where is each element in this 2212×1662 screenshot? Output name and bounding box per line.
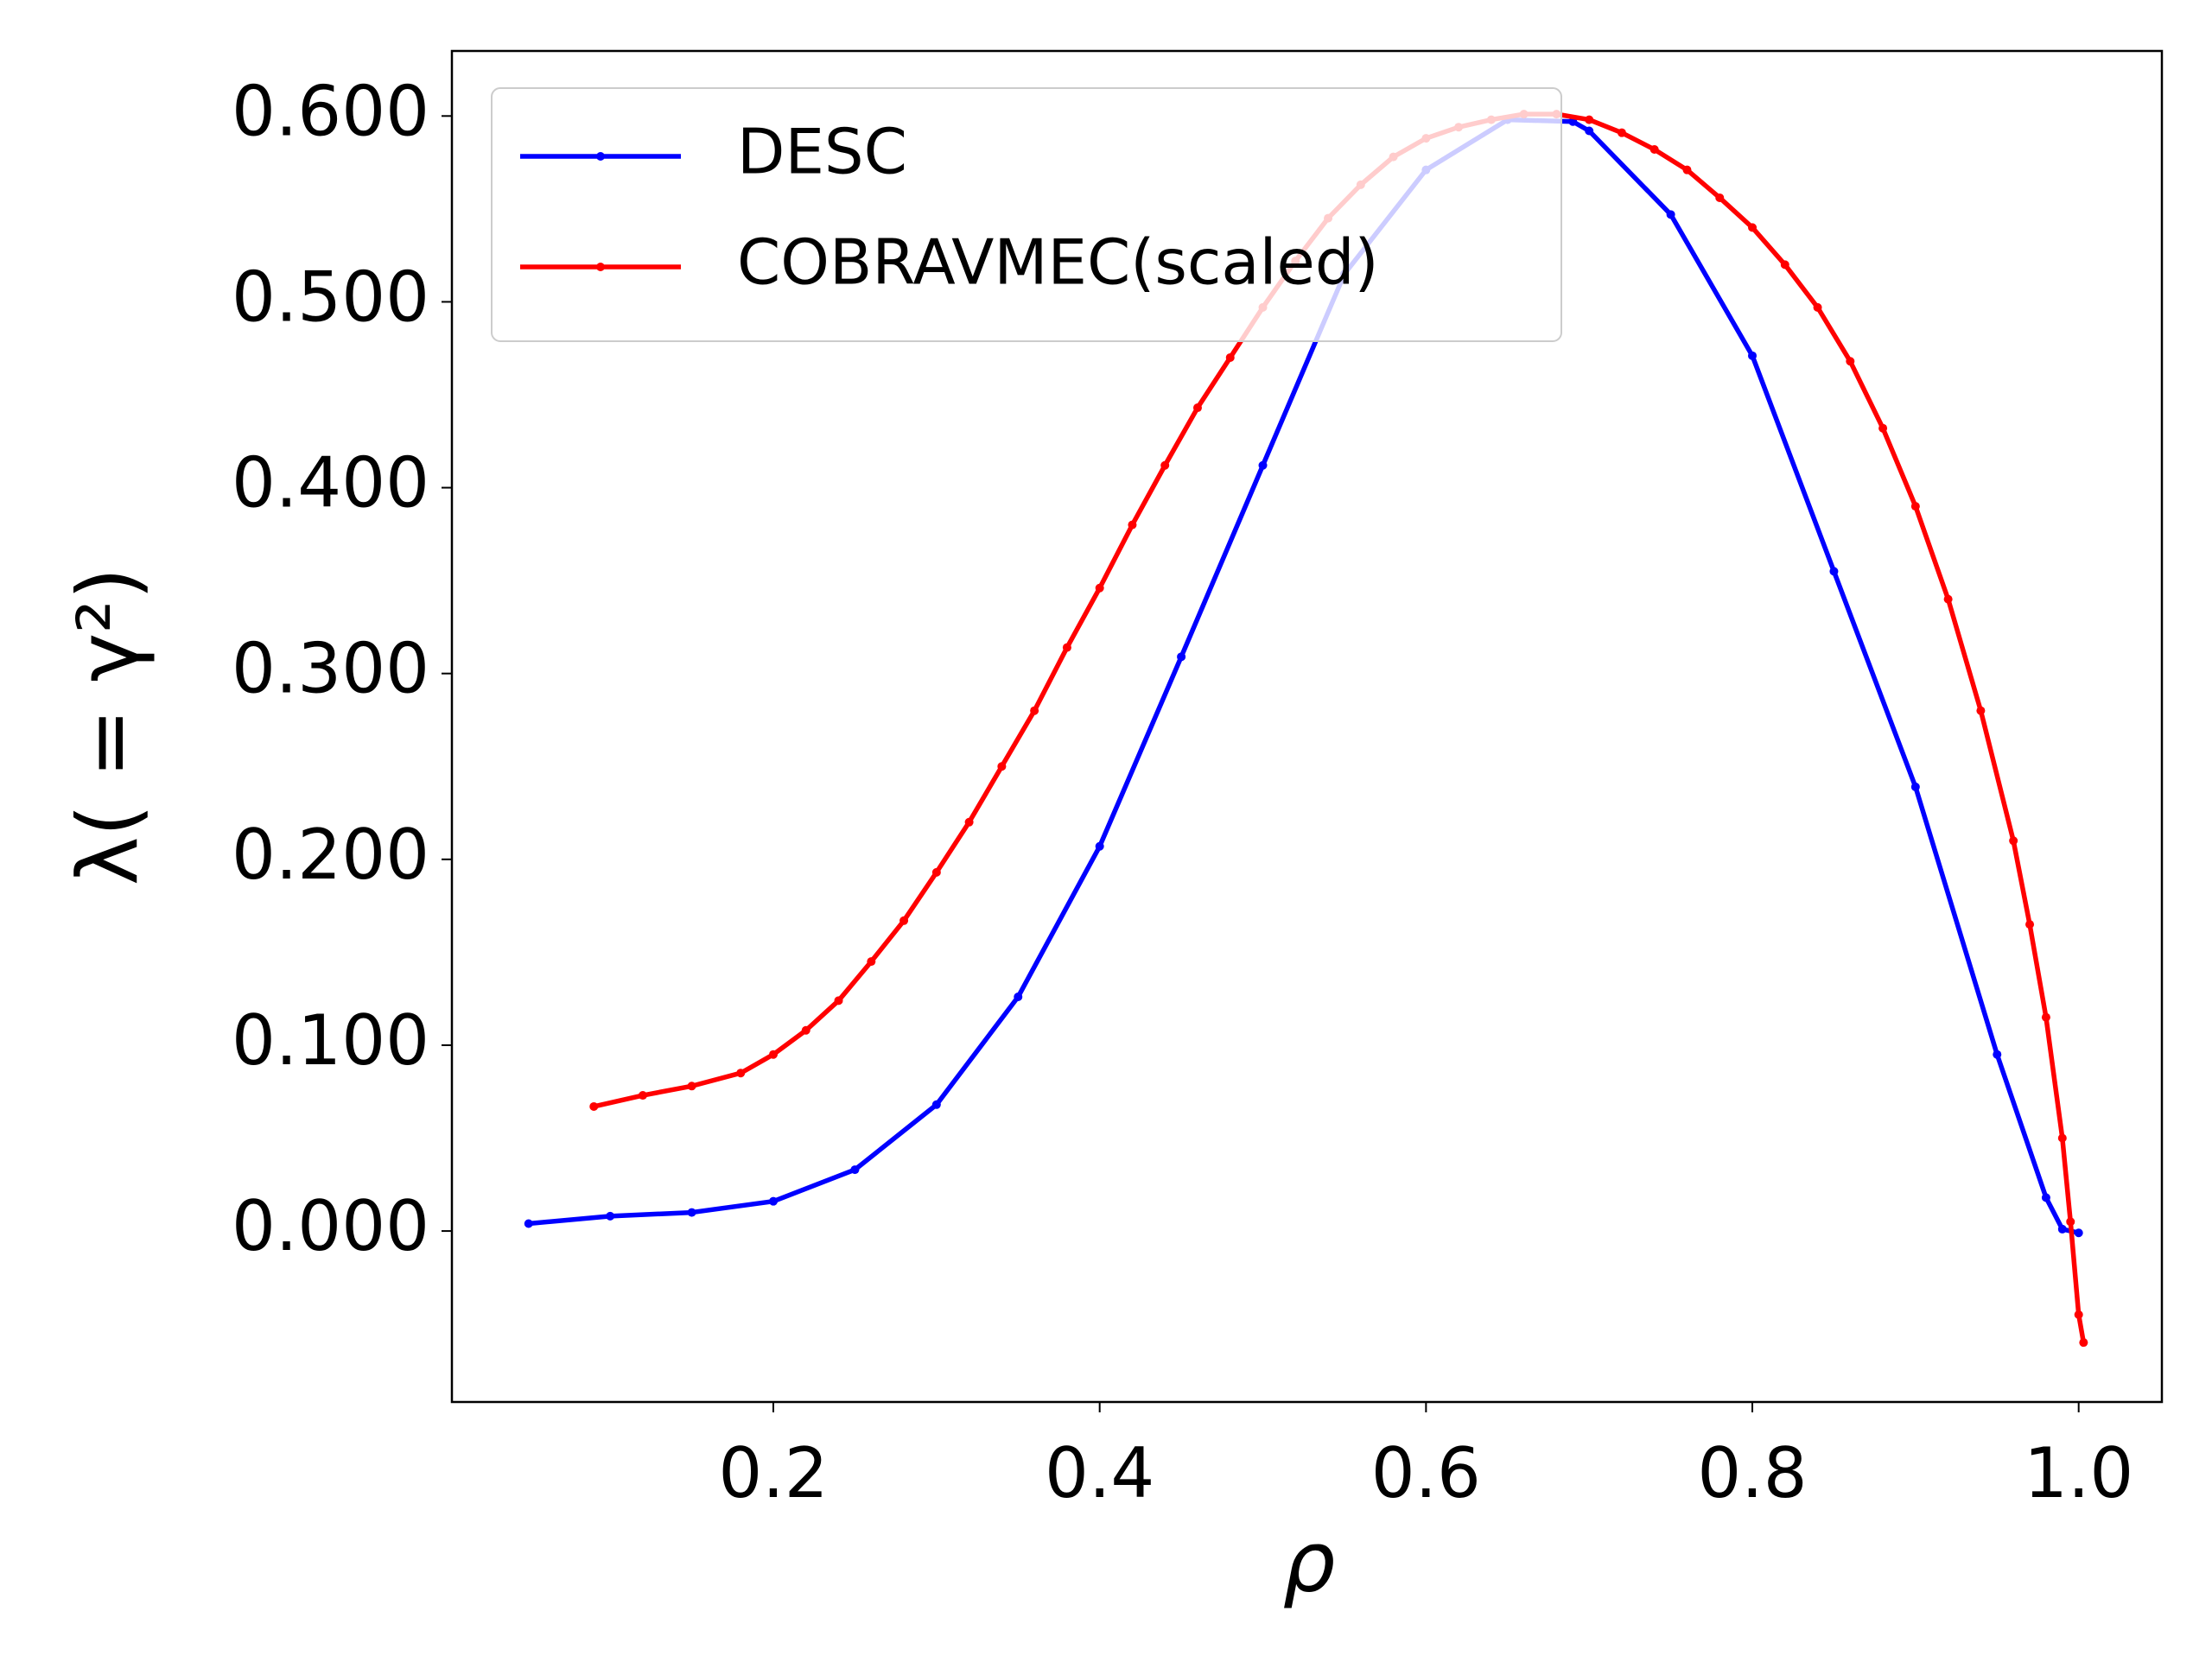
- point: [2041, 1193, 2050, 1202]
- point: [606, 1211, 615, 1221]
- point: [931, 1100, 941, 1109]
- point: [1813, 302, 1822, 312]
- point: [1682, 165, 1692, 174]
- legend-marker: [596, 263, 605, 271]
- y-tick-label: 0.100: [232, 1000, 429, 1081]
- point: [1976, 706, 1986, 715]
- x-tick-label: 0.6: [1371, 1433, 1481, 1513]
- x-tick-label: 0.8: [1697, 1433, 1807, 1513]
- point: [1128, 520, 1137, 530]
- point: [1177, 652, 1186, 662]
- y-tick-label: 0.300: [232, 629, 429, 709]
- point: [899, 916, 909, 925]
- point: [589, 1101, 599, 1111]
- point: [1258, 460, 1268, 470]
- point: [1829, 567, 1839, 576]
- point: [1649, 145, 1659, 155]
- legend-box: [491, 87, 1562, 342]
- point: [867, 957, 876, 967]
- plot-frame: [450, 49, 2164, 1404]
- point: [1910, 502, 1920, 511]
- point: [931, 867, 941, 877]
- point: [997, 762, 1007, 771]
- x-tick-label: 0.2: [718, 1433, 828, 1513]
- y-tick-label: 0.500: [232, 257, 429, 337]
- point: [687, 1082, 696, 1091]
- y-axis-label: λ( = γ²): [60, 568, 156, 885]
- point: [964, 817, 974, 827]
- point: [1192, 403, 1202, 413]
- y-tick-label: 0.200: [232, 815, 429, 895]
- point: [2074, 1228, 2083, 1238]
- point: [524, 1219, 533, 1228]
- point: [1748, 223, 1758, 232]
- legend-marker: [596, 152, 605, 161]
- point: [1943, 594, 1953, 604]
- point: [2066, 1217, 2075, 1227]
- point: [638, 1091, 647, 1101]
- point: [1030, 706, 1039, 715]
- point: [1585, 115, 1594, 124]
- point: [1014, 993, 1023, 1002]
- x-tick-label: 1.0: [2024, 1433, 2133, 1513]
- point: [2079, 1338, 2088, 1348]
- legend: DESC COBRAVMEC(scaled): [491, 87, 1562, 342]
- y-tick-label: 0.400: [232, 443, 429, 523]
- point: [2009, 836, 2018, 846]
- point: [1666, 210, 1675, 219]
- point: [1846, 357, 1855, 366]
- point: [769, 1196, 779, 1206]
- point: [1062, 643, 1071, 652]
- x-tick-label: 0.4: [1045, 1433, 1154, 1513]
- point: [1160, 460, 1170, 470]
- point: [1617, 128, 1626, 137]
- point: [1585, 126, 1594, 136]
- point: [1780, 260, 1789, 270]
- x-axis-label: ρ: [1283, 1513, 1336, 1610]
- legend-label: DESC: [737, 116, 907, 188]
- legend-label: COBRAVMEC(scaled): [737, 226, 1379, 299]
- point: [2041, 1012, 2050, 1022]
- point: [769, 1050, 779, 1059]
- point: [2074, 1310, 2083, 1319]
- point: [850, 1165, 860, 1175]
- y-tick-label: 0.600: [232, 71, 429, 151]
- point: [736, 1069, 746, 1078]
- point: [1910, 782, 1920, 791]
- point: [1225, 352, 1235, 362]
- point: [1878, 423, 1888, 433]
- point: [801, 1025, 810, 1035]
- point: [2057, 1133, 2067, 1143]
- y-tick-label: 0.000: [232, 1186, 429, 1266]
- point: [834, 996, 843, 1005]
- point: [1748, 351, 1758, 360]
- point: [1993, 1050, 2002, 1059]
- point: [1095, 841, 1104, 851]
- point: [1095, 583, 1104, 593]
- point: [687, 1208, 696, 1217]
- point: [1715, 193, 1725, 202]
- point: [2057, 1224, 2067, 1234]
- point: [2025, 920, 2035, 929]
